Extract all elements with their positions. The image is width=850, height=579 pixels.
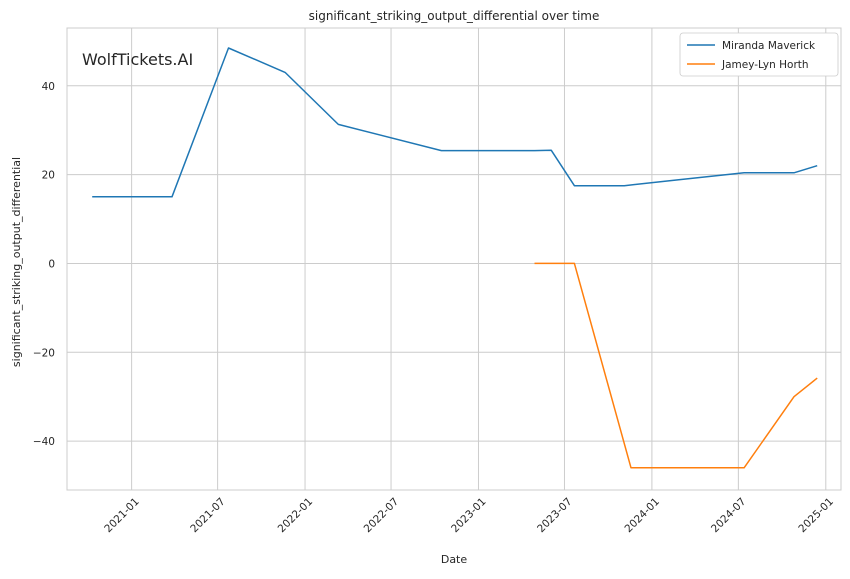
series-point-1 <box>533 262 535 264</box>
y-tick-label: 20 <box>42 170 55 182</box>
series-point-0 <box>573 185 575 187</box>
legend: Miranda Maverick Jamey-Lyn Horth <box>679 32 839 77</box>
series-point-1 <box>743 467 745 469</box>
series-point-0 <box>676 179 678 181</box>
y-tick-label: 40 <box>42 81 55 93</box>
series-point-0 <box>550 149 552 151</box>
y-tick-label: −40 <box>33 436 55 448</box>
series-point-0 <box>284 71 286 73</box>
series-point-0 <box>227 47 229 49</box>
series-point-1 <box>573 262 575 264</box>
series-line-0 <box>92 47 818 198</box>
series-point-0 <box>171 196 173 198</box>
chart-title: significant_striking_output_differential… <box>309 9 600 23</box>
series-point-1 <box>793 396 795 398</box>
series-point-1 <box>816 377 818 379</box>
series-point-1 <box>630 467 632 469</box>
legend-box <box>679 32 839 77</box>
series-point-0 <box>793 172 795 174</box>
y-tick-label: 0 <box>48 258 55 270</box>
plot-area-frame <box>66 27 842 491</box>
legend-label: Jamey-Lyn Horth <box>721 59 809 71</box>
series-point-0 <box>440 149 442 151</box>
series-point-0 <box>533 149 535 151</box>
grid-lines <box>67 28 841 490</box>
y-tick-label: −20 <box>33 347 55 359</box>
series-line-1 <box>534 262 818 469</box>
series-point-0 <box>91 196 93 198</box>
series-lines <box>91 47 818 469</box>
x-axis-label: Date <box>441 553 468 566</box>
series-point-0 <box>337 123 339 125</box>
series-point-0 <box>816 165 818 167</box>
series-point-0 <box>743 172 745 174</box>
watermark-text: WolfTickets.AI <box>82 50 193 69</box>
series-point-0 <box>623 185 625 187</box>
y-axis-label: significant_striking_output_differential <box>10 157 23 367</box>
legend-label: Miranda Maverick <box>722 40 816 52</box>
